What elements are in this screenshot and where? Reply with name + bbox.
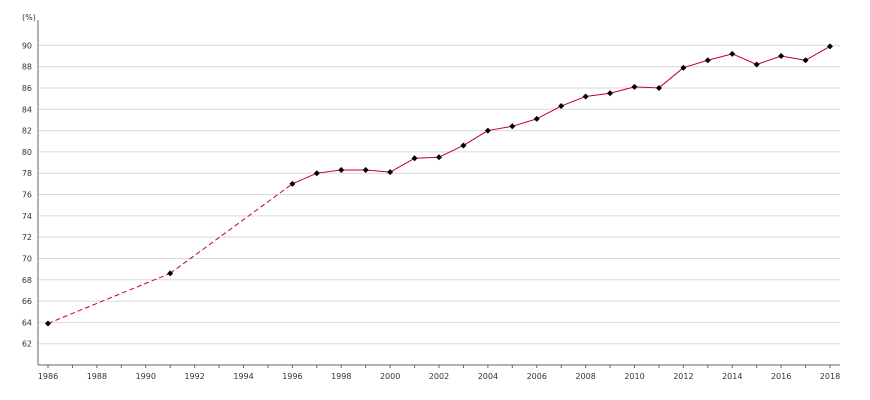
x-tick-label-2012: 2012 (673, 372, 693, 381)
y-tick-label-64: 64 (22, 318, 32, 327)
data-point-2014 (729, 50, 736, 57)
series-segment-2009-2010 (609, 86, 635, 94)
x-tick-label-2006: 2006 (527, 372, 547, 381)
x-tick-label-2000: 2000 (380, 372, 400, 381)
series-segment-2007-2008 (561, 95, 586, 107)
x-tick-label-2010: 2010 (624, 372, 644, 381)
data-point-1999 (362, 166, 369, 173)
data-point-1986 (45, 320, 51, 327)
series-segment-2017-2018 (805, 45, 831, 61)
series-segment-2005-2006 (512, 118, 537, 127)
x-tick-label-2002: 2002 (429, 372, 449, 381)
data-point-2006 (533, 115, 540, 122)
data-point-2009 (607, 90, 614, 97)
data-point-1991 (167, 270, 174, 277)
series-segment-1997-1998 (316, 169, 342, 174)
data-point-2015 (753, 61, 760, 68)
x-tick-label-1986: 1986 (38, 372, 58, 381)
y-tick-label-90: 90 (22, 41, 32, 50)
x-tick-label-1992: 1992 (184, 372, 204, 381)
y-tick-label-74: 74 (22, 212, 32, 221)
data-point-2005 (509, 123, 516, 130)
y-tick-label-72: 72 (22, 233, 32, 242)
y-tick-label-62: 62 (22, 340, 32, 349)
x-tick-label-2008: 2008 (575, 372, 595, 381)
series-segment-1991-1996 (169, 183, 293, 274)
series-segment-2008-2009 (585, 92, 611, 97)
x-tick-label-1994: 1994 (233, 372, 253, 381)
y-tick-label-80: 80 (22, 148, 32, 157)
series-segment-2001-2002 (414, 156, 440, 159)
series-segment-2000-2001 (389, 157, 415, 173)
series-segment-2016-2017 (781, 55, 806, 61)
y-tick-label-76: 76 (22, 191, 32, 200)
y-tick-label-66: 66 (22, 297, 32, 306)
series-segment-2015-2016 (756, 55, 782, 65)
data-point-2007 (558, 103, 565, 110)
x-tick-label-2014: 2014 (722, 372, 742, 381)
data-point-1997 (313, 170, 320, 177)
y-tick-labels: 62 64 66 68 70 72 74 76 78 80 82 84 86 88 90 (22, 41, 32, 348)
x-tick-labels: 1986 1988 1990 1992 1994 1996 1998 2000 2002 2004… (38, 372, 840, 381)
series-segment-2002-2003 (438, 145, 464, 158)
series-segment-2011-2012 (658, 67, 684, 89)
y-tick-label-84: 84 (22, 105, 32, 114)
gridlines (38, 44, 840, 345)
data-point-2010 (631, 83, 638, 90)
data-point-2003 (460, 142, 467, 149)
x-tick-label-1998: 1998 (331, 372, 351, 381)
y-tick-label-88: 88 (22, 63, 32, 72)
data-point-1998 (338, 166, 345, 173)
x-tick-label-1990: 1990 (136, 372, 156, 381)
series-segment-2006-2007 (536, 105, 562, 120)
series-segment-2012-2013 (683, 59, 708, 69)
series-segment-2013-2014 (707, 53, 733, 61)
y-tick-label-78: 78 (22, 169, 32, 178)
x-tick-label-2004: 2004 (478, 372, 498, 381)
data-point-2004 (484, 127, 491, 134)
data-point-2012 (680, 64, 687, 71)
data-point-1996 (289, 180, 296, 187)
data-point-2018 (827, 43, 833, 50)
x-tick-label-1996: 1996 (282, 372, 302, 381)
series-segment-1986-1991 (47, 272, 171, 324)
series-lines (47, 45, 831, 324)
series-segment-2003-2004 (463, 130, 489, 146)
data-point-2002 (436, 154, 442, 161)
data-point-2013 (704, 57, 711, 64)
x-tick-label-1988: 1988 (87, 372, 107, 381)
data-point-2008 (582, 93, 589, 100)
series-segment-2004-2005 (487, 125, 513, 132)
axes (37, 20, 840, 368)
series-segment-1996-1997 (292, 172, 318, 185)
data-point-2001 (411, 155, 418, 162)
series-markers (45, 43, 833, 327)
x-tick-label-2016: 2016 (771, 372, 791, 381)
series-segment-2010-2011 (634, 86, 659, 89)
series-segment-1999-2000 (365, 169, 391, 173)
data-point-2016 (778, 52, 785, 59)
y-tick-label-68: 68 (22, 276, 32, 285)
data-point-2017 (802, 57, 809, 64)
series-segment-2014-2015 (732, 53, 757, 65)
data-point-2011 (655, 84, 662, 91)
y-tick-label-70: 70 (22, 254, 32, 263)
y-axis-unit-label: (%) (22, 13, 36, 22)
data-point-2000 (387, 169, 394, 176)
y-tick-label-86: 86 (22, 84, 32, 93)
x-tick-label-2018: 2018 (820, 372, 840, 381)
y-tick-label-82: 82 (22, 127, 32, 136)
